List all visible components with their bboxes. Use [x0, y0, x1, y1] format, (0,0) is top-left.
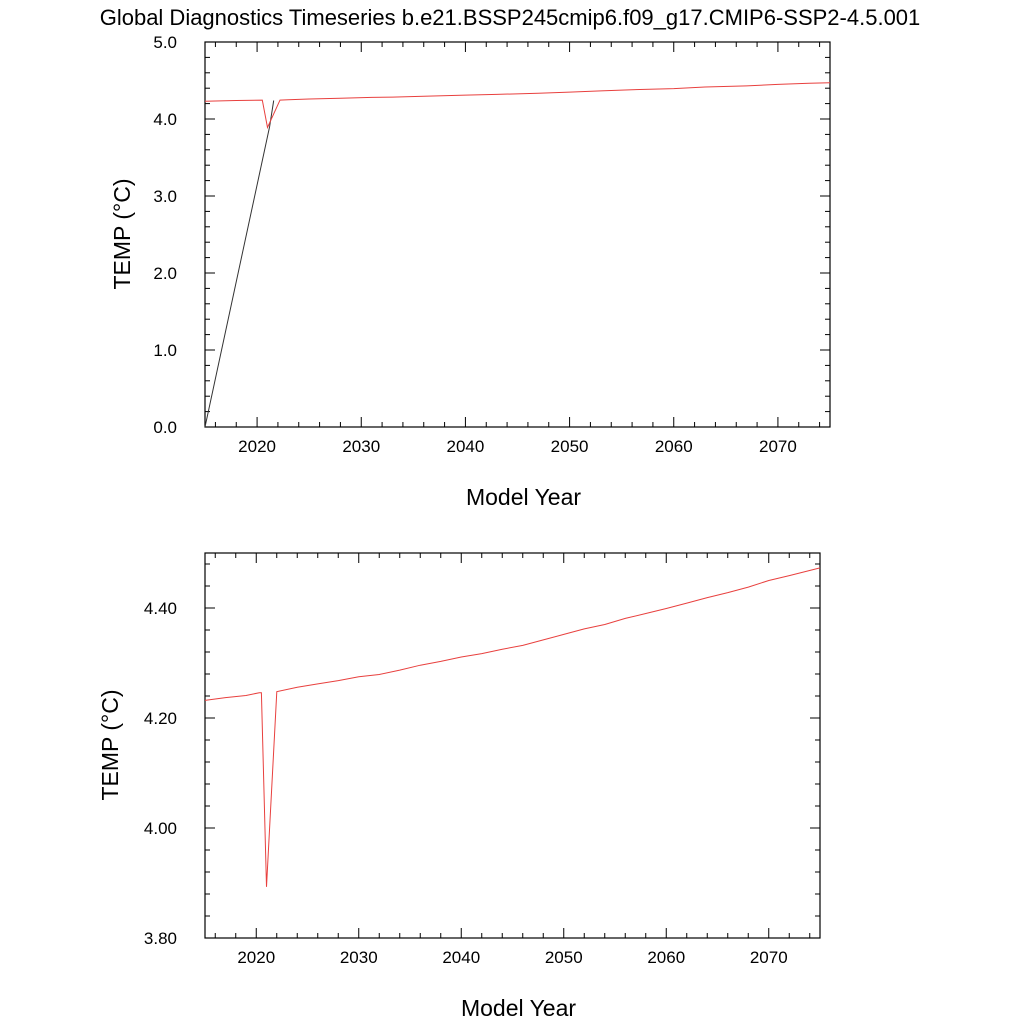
x-tick-label: 2040 [442, 948, 480, 967]
y-tick-label: 4.20 [144, 709, 177, 728]
figure-title: Global Diagnostics Timeseries b.e21.BSSP… [100, 5, 921, 30]
x-tick-label: 2050 [545, 948, 583, 967]
y-tick-label: 1.0 [153, 341, 177, 360]
x-tick-label: 2070 [750, 948, 788, 967]
y-tick-label: 3.0 [153, 187, 177, 206]
y-tick-label: 2.0 [153, 264, 177, 283]
y-tick-label: 4.00 [144, 819, 177, 838]
top-chart: 2020 2030 2040 2050 2060 2070 0.0 1.0 2.0 3.0 4.0 5… [109, 33, 831, 510]
y-tick-label: 0.0 [153, 418, 177, 437]
plot-frame [204, 552, 821, 939]
x-tick-label: 2060 [647, 948, 685, 967]
x-tick-label: 2020 [237, 948, 275, 967]
x-axis-label: Model Year [461, 995, 576, 1021]
plot-frame [204, 41, 831, 428]
series-line-0 [204, 100, 275, 428]
x-tick-label: 2020 [238, 437, 276, 456]
y-axis-label: TEMP (°C) [97, 690, 123, 801]
y-axis-label: TEMP (°C) [109, 179, 135, 290]
series-line-1 [204, 82, 831, 130]
x-tick-label: 2030 [340, 948, 378, 967]
bottom-chart: 2020 2030 2040 2050 2060 2070 3.80 4.00 4.20 4.40… [97, 552, 821, 1021]
x-tick-label: 2050 [551, 437, 589, 456]
x-tick-label: 2070 [759, 437, 797, 456]
y-tick-label: 4.0 [153, 110, 177, 129]
x-axis-label: Model Year [466, 484, 581, 510]
x-tick-label: 2040 [447, 437, 485, 456]
x-tick-label: 2060 [655, 437, 693, 456]
y-tick-label: 5.0 [153, 33, 177, 52]
y-tick-label: 3.80 [144, 929, 177, 948]
x-tick-label: 2030 [342, 437, 380, 456]
y-tick-label: 4.40 [144, 599, 177, 618]
series-line-0 [204, 567, 821, 887]
